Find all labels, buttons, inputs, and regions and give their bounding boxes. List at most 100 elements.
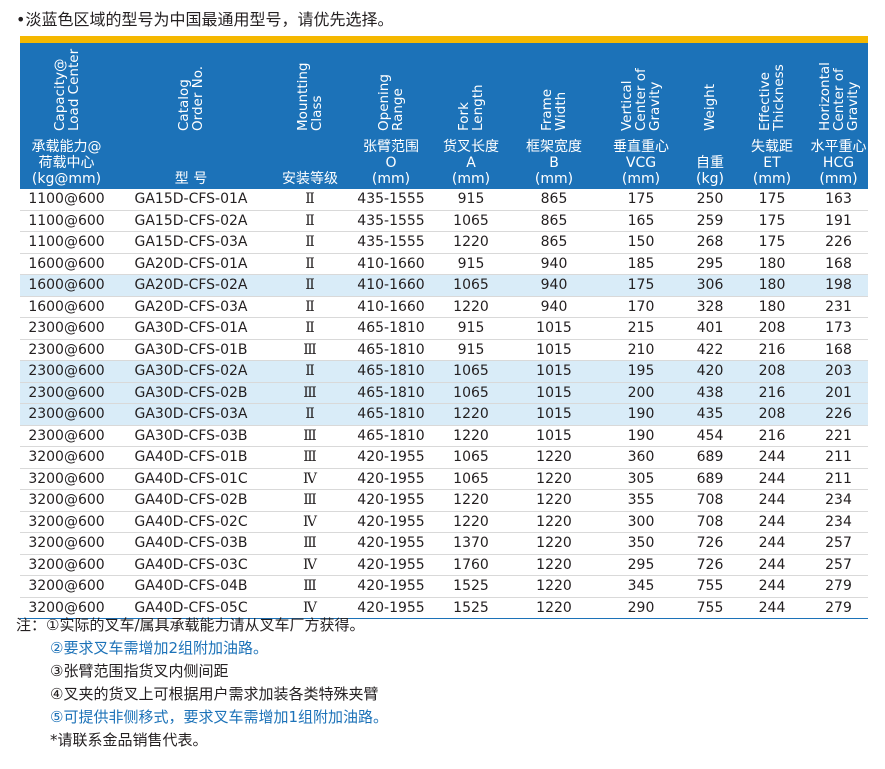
cell-catalog-no: GA40D-CFS-02C	[113, 511, 269, 533]
cell-capacity: 3200@600	[20, 532, 113, 555]
cell-vcg: 165	[597, 210, 685, 232]
cell-mounting-class: Ⅱ	[269, 253, 351, 275]
column-header-opening-range: Opening Range 张臂范围 O (mm)	[351, 43, 431, 189]
table-row: 1600@600 GA20D-CFS-01A Ⅱ 410-1660 915 940 185 2…	[20, 253, 868, 275]
cell-hcg: 201	[809, 382, 868, 404]
cell-opening-range: 420-1955	[351, 468, 431, 490]
cell-opening-range: 420-1955	[351, 554, 431, 576]
cell-opening-range: 410-1660	[351, 274, 431, 297]
cell-opening-range: 465-1810	[351, 425, 431, 447]
cell-fork-length: 1525	[431, 597, 511, 619]
cell-opening-range: 410-1660	[351, 253, 431, 275]
cell-vcg: 215	[597, 317, 685, 340]
column-header-en: Capacity@ Load Center	[51, 48, 82, 131]
cell-weight: 259	[685, 210, 735, 232]
cell-vcg: 190	[597, 425, 685, 447]
cell-effective-thickness: 244	[735, 446, 809, 469]
cell-catalog-no: GA40D-CFS-04B	[113, 575, 269, 598]
cell-fork-length: 1065	[431, 446, 511, 469]
cell-weight: 454	[685, 425, 735, 447]
cell-opening-range: 420-1955	[351, 532, 431, 555]
cell-frame-width: 940	[511, 274, 597, 297]
cell-frame-width: 1015	[511, 360, 597, 383]
cell-fork-length: 1065	[431, 360, 511, 383]
cell-frame-width: 1015	[511, 403, 597, 426]
cell-fork-length: 1065	[431, 468, 511, 490]
column-header-cn: 失载距 ET (mm)	[751, 139, 793, 187]
cell-hcg: 226	[809, 403, 868, 426]
cell-opening-range: 465-1810	[351, 382, 431, 404]
cell-frame-width: 1220	[511, 446, 597, 469]
column-header-cn: 型 号	[174, 171, 208, 187]
table-row: 3200@600 GA40D-CFS-03C Ⅳ 420-1955 1760 1220 29…	[20, 554, 868, 576]
cell-capacity: 3200@600	[20, 554, 113, 576]
cell-catalog-no: GA40D-CFS-03C	[113, 554, 269, 576]
cell-catalog-no: GA40D-CFS-01C	[113, 468, 269, 490]
cell-mounting-class: Ⅱ	[269, 296, 351, 318]
column-header-cn: 垂直重心 VCG (mm)	[613, 139, 669, 187]
cell-mounting-class: Ⅱ	[269, 189, 351, 211]
cell-effective-thickness: 175	[735, 189, 809, 211]
cell-capacity: 2300@600	[20, 317, 113, 340]
cell-catalog-no: GA30D-CFS-01B	[113, 339, 269, 361]
cell-fork-length: 1760	[431, 554, 511, 576]
column-header-cn: 自重 (kg)	[696, 155, 724, 187]
table-row: 3200@600 GA40D-CFS-04B Ⅲ 420-1955 1525 1220 34…	[20, 575, 868, 598]
cell-fork-length: 1220	[431, 296, 511, 318]
table-row: 1600@600 GA20D-CFS-02A Ⅱ 410-1660 1065 940 175…	[20, 274, 868, 297]
cell-frame-width: 865	[511, 189, 597, 211]
table-row: 1100@600 GA15D-CFS-01A Ⅱ 435-1555 915 865 175 2…	[20, 189, 868, 211]
column-header-en: Frame Width	[539, 88, 569, 131]
cell-hcg: 168	[809, 253, 868, 275]
column-header-fork-length: Fork Length 货叉长度 A (mm)	[431, 43, 511, 189]
table-row: 3200@600 GA40D-CFS-02B Ⅲ 420-1955 1220 1220 35…	[20, 489, 868, 512]
cell-capacity: 3200@600	[20, 468, 113, 490]
column-header-capacity: Capacity@ Load Center 承载能力@ 荷载中心 (kg@mm)	[20, 43, 113, 189]
column-header-frame-width: Frame Width 框架宽度 B (mm)	[511, 43, 597, 189]
cell-weight: 328	[685, 296, 735, 318]
cell-capacity: 1100@600	[20, 189, 113, 211]
cell-hcg: 198	[809, 274, 868, 297]
cell-catalog-no: GA15D-CFS-02A	[113, 210, 269, 232]
cell-effective-thickness: 244	[735, 511, 809, 533]
cell-mounting-class: Ⅲ	[269, 489, 351, 512]
cell-catalog-no: GA15D-CFS-01A	[113, 189, 269, 211]
cell-catalog-no: GA30D-CFS-02A	[113, 360, 269, 383]
cell-opening-range: 465-1810	[351, 360, 431, 383]
column-header-weight: Weight 自重 (kg)	[685, 43, 735, 189]
cell-effective-thickness: 216	[735, 339, 809, 361]
column-header-en: Fork Length	[456, 84, 486, 131]
cell-opening-range: 420-1955	[351, 489, 431, 512]
column-header-cn: 水平重心 HCG (mm)	[810, 139, 867, 187]
cell-vcg: 350	[597, 532, 685, 555]
column-header-cn: 承载能力@ 荷载中心 (kg@mm)	[31, 139, 102, 187]
column-header-mounting-class: Mountting Class 安装等级	[269, 43, 351, 189]
cell-opening-range: 465-1810	[351, 317, 431, 340]
cell-catalog-no: GA40D-CFS-02B	[113, 489, 269, 512]
column-header-en: Effective Thickness	[757, 64, 787, 131]
cell-mounting-class: Ⅱ	[269, 231, 351, 254]
cell-hcg: 221	[809, 425, 868, 447]
cell-frame-width: 1220	[511, 554, 597, 576]
cell-catalog-no: GA30D-CFS-01A	[113, 317, 269, 340]
column-header-cn: 安装等级	[282, 171, 338, 187]
cell-vcg: 195	[597, 360, 685, 383]
cell-weight: 755	[685, 597, 735, 619]
cell-weight: 438	[685, 382, 735, 404]
table-row: 2300@600 GA30D-CFS-03A Ⅱ 465-1810 1220 1015 19…	[20, 403, 868, 426]
cell-fork-length: 1065	[431, 274, 511, 297]
note-text: ④叉夹的货叉上可根据用户需求加装各类特殊夹臂	[50, 685, 379, 703]
cell-capacity: 1600@600	[20, 274, 113, 297]
cell-capacity: 2300@600	[20, 339, 113, 361]
note-line: *请联系金品销售代表。	[16, 729, 388, 752]
table-row: 2300@600 GA30D-CFS-02A Ⅱ 465-1810 1065 1015 19…	[20, 360, 868, 383]
table-body: 1100@600 GA15D-CFS-01A Ⅱ 435-1555 915 865 175 2…	[20, 189, 868, 619]
table-row: 3200@600 GA40D-CFS-01C Ⅳ 420-1955 1065 1220 30…	[20, 468, 868, 490]
cell-opening-range: 435-1555	[351, 210, 431, 232]
column-header-en: Weight	[702, 83, 718, 131]
cell-frame-width: 1220	[511, 511, 597, 533]
cell-mounting-class: Ⅲ	[269, 382, 351, 404]
cell-hcg: 279	[809, 597, 868, 619]
cell-opening-range: 420-1955	[351, 446, 431, 469]
cell-fork-length: 1220	[431, 403, 511, 426]
